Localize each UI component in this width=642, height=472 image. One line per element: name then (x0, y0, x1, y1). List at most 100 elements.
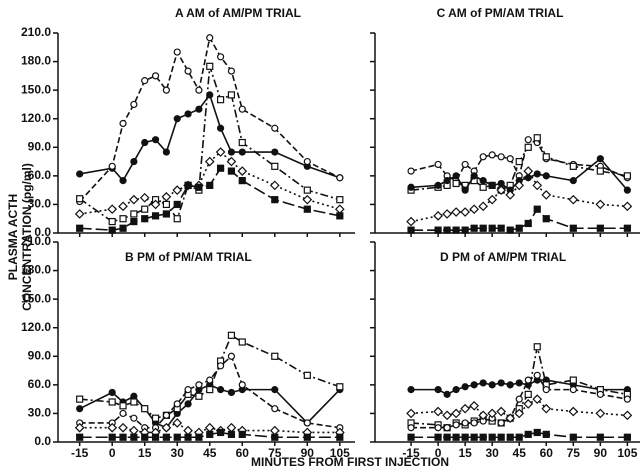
marker (542, 430, 550, 438)
marker (238, 148, 246, 156)
marker (151, 414, 160, 422)
marker (108, 388, 116, 397)
marker (195, 392, 203, 400)
marker (206, 376, 214, 384)
marker (514, 408, 525, 419)
panel-title: B PM of PM/AM TRIAL (125, 250, 252, 264)
marker (434, 424, 442, 432)
marker (195, 86, 203, 94)
marker (596, 224, 604, 232)
series-line (79, 150, 341, 215)
marker (515, 157, 523, 166)
marker (119, 177, 127, 185)
marker (488, 224, 496, 232)
marker (451, 207, 461, 217)
marker (162, 86, 170, 94)
y-tick-label: 60.0 (28, 377, 52, 391)
marker (227, 352, 236, 360)
marker (151, 136, 160, 144)
marker (623, 172, 631, 180)
y-tick-label: 120.0 (21, 111, 51, 125)
marker (497, 419, 505, 427)
marker (141, 77, 149, 85)
marker (524, 143, 532, 151)
series-line (79, 66, 341, 223)
marker (238, 338, 246, 346)
marker (406, 408, 416, 419)
marker (271, 196, 279, 204)
marker (596, 390, 604, 398)
series-line (79, 167, 340, 231)
marker (497, 153, 505, 161)
panel-title: C AM of PM/AM TRIAL (437, 6, 564, 20)
marker (184, 400, 192, 408)
marker (595, 199, 606, 210)
marker (542, 386, 550, 394)
x-tick-label: 90 (301, 446, 315, 460)
marker (130, 398, 138, 406)
x-tick-label: -15 (402, 446, 420, 460)
y-tick-label: 210.0 (21, 25, 51, 39)
marker (541, 403, 552, 414)
marker (506, 155, 514, 163)
marker (461, 383, 469, 391)
marker (336, 174, 344, 182)
marker (542, 215, 550, 223)
marker (407, 424, 415, 432)
marker (443, 177, 451, 185)
marker (336, 196, 344, 204)
x-tick-label: 15 (458, 446, 472, 460)
marker (119, 402, 127, 410)
x-tick-label: 60 (540, 446, 554, 460)
marker (129, 194, 139, 205)
marker (226, 422, 237, 433)
marker (107, 204, 118, 215)
marker (478, 201, 489, 212)
marker (443, 433, 451, 441)
marker (470, 419, 478, 427)
marker (173, 200, 181, 209)
marker (184, 181, 192, 189)
marker (206, 34, 214, 42)
marker (130, 217, 138, 226)
marker (108, 433, 116, 441)
marker (227, 430, 236, 438)
marker (215, 147, 226, 157)
marker (569, 376, 577, 384)
marker (479, 433, 487, 441)
x-tick-label: 90 (594, 446, 608, 460)
x-tick-label: 0 (435, 446, 442, 460)
marker (227, 67, 236, 75)
marker (206, 430, 214, 438)
marker (623, 224, 631, 232)
marker (433, 211, 443, 221)
marker (141, 205, 149, 213)
marker (108, 398, 116, 406)
marker (470, 433, 478, 441)
x-axis-label: MINUTES FROM FIRST INJECTION (251, 455, 449, 469)
marker (303, 433, 311, 441)
marker (569, 433, 577, 441)
panel-title: D PM of AM/PM TRIAL (440, 250, 566, 264)
marker (173, 48, 181, 56)
marker (119, 409, 127, 418)
marker (524, 430, 532, 438)
marker (76, 170, 84, 178)
x-tick-label: 105 (330, 446, 350, 460)
marker (443, 390, 451, 398)
y-tick-label: 180.0 (21, 263, 51, 277)
marker (184, 110, 192, 118)
marker (469, 400, 479, 411)
marker (533, 134, 541, 142)
marker (303, 186, 311, 194)
marker (497, 224, 505, 232)
marker (141, 433, 149, 441)
marker (434, 181, 442, 189)
marker (569, 224, 577, 232)
marker (141, 405, 149, 413)
marker (460, 207, 470, 217)
marker (533, 170, 541, 178)
marker (150, 199, 161, 210)
marker (151, 212, 160, 220)
marker (524, 376, 532, 384)
